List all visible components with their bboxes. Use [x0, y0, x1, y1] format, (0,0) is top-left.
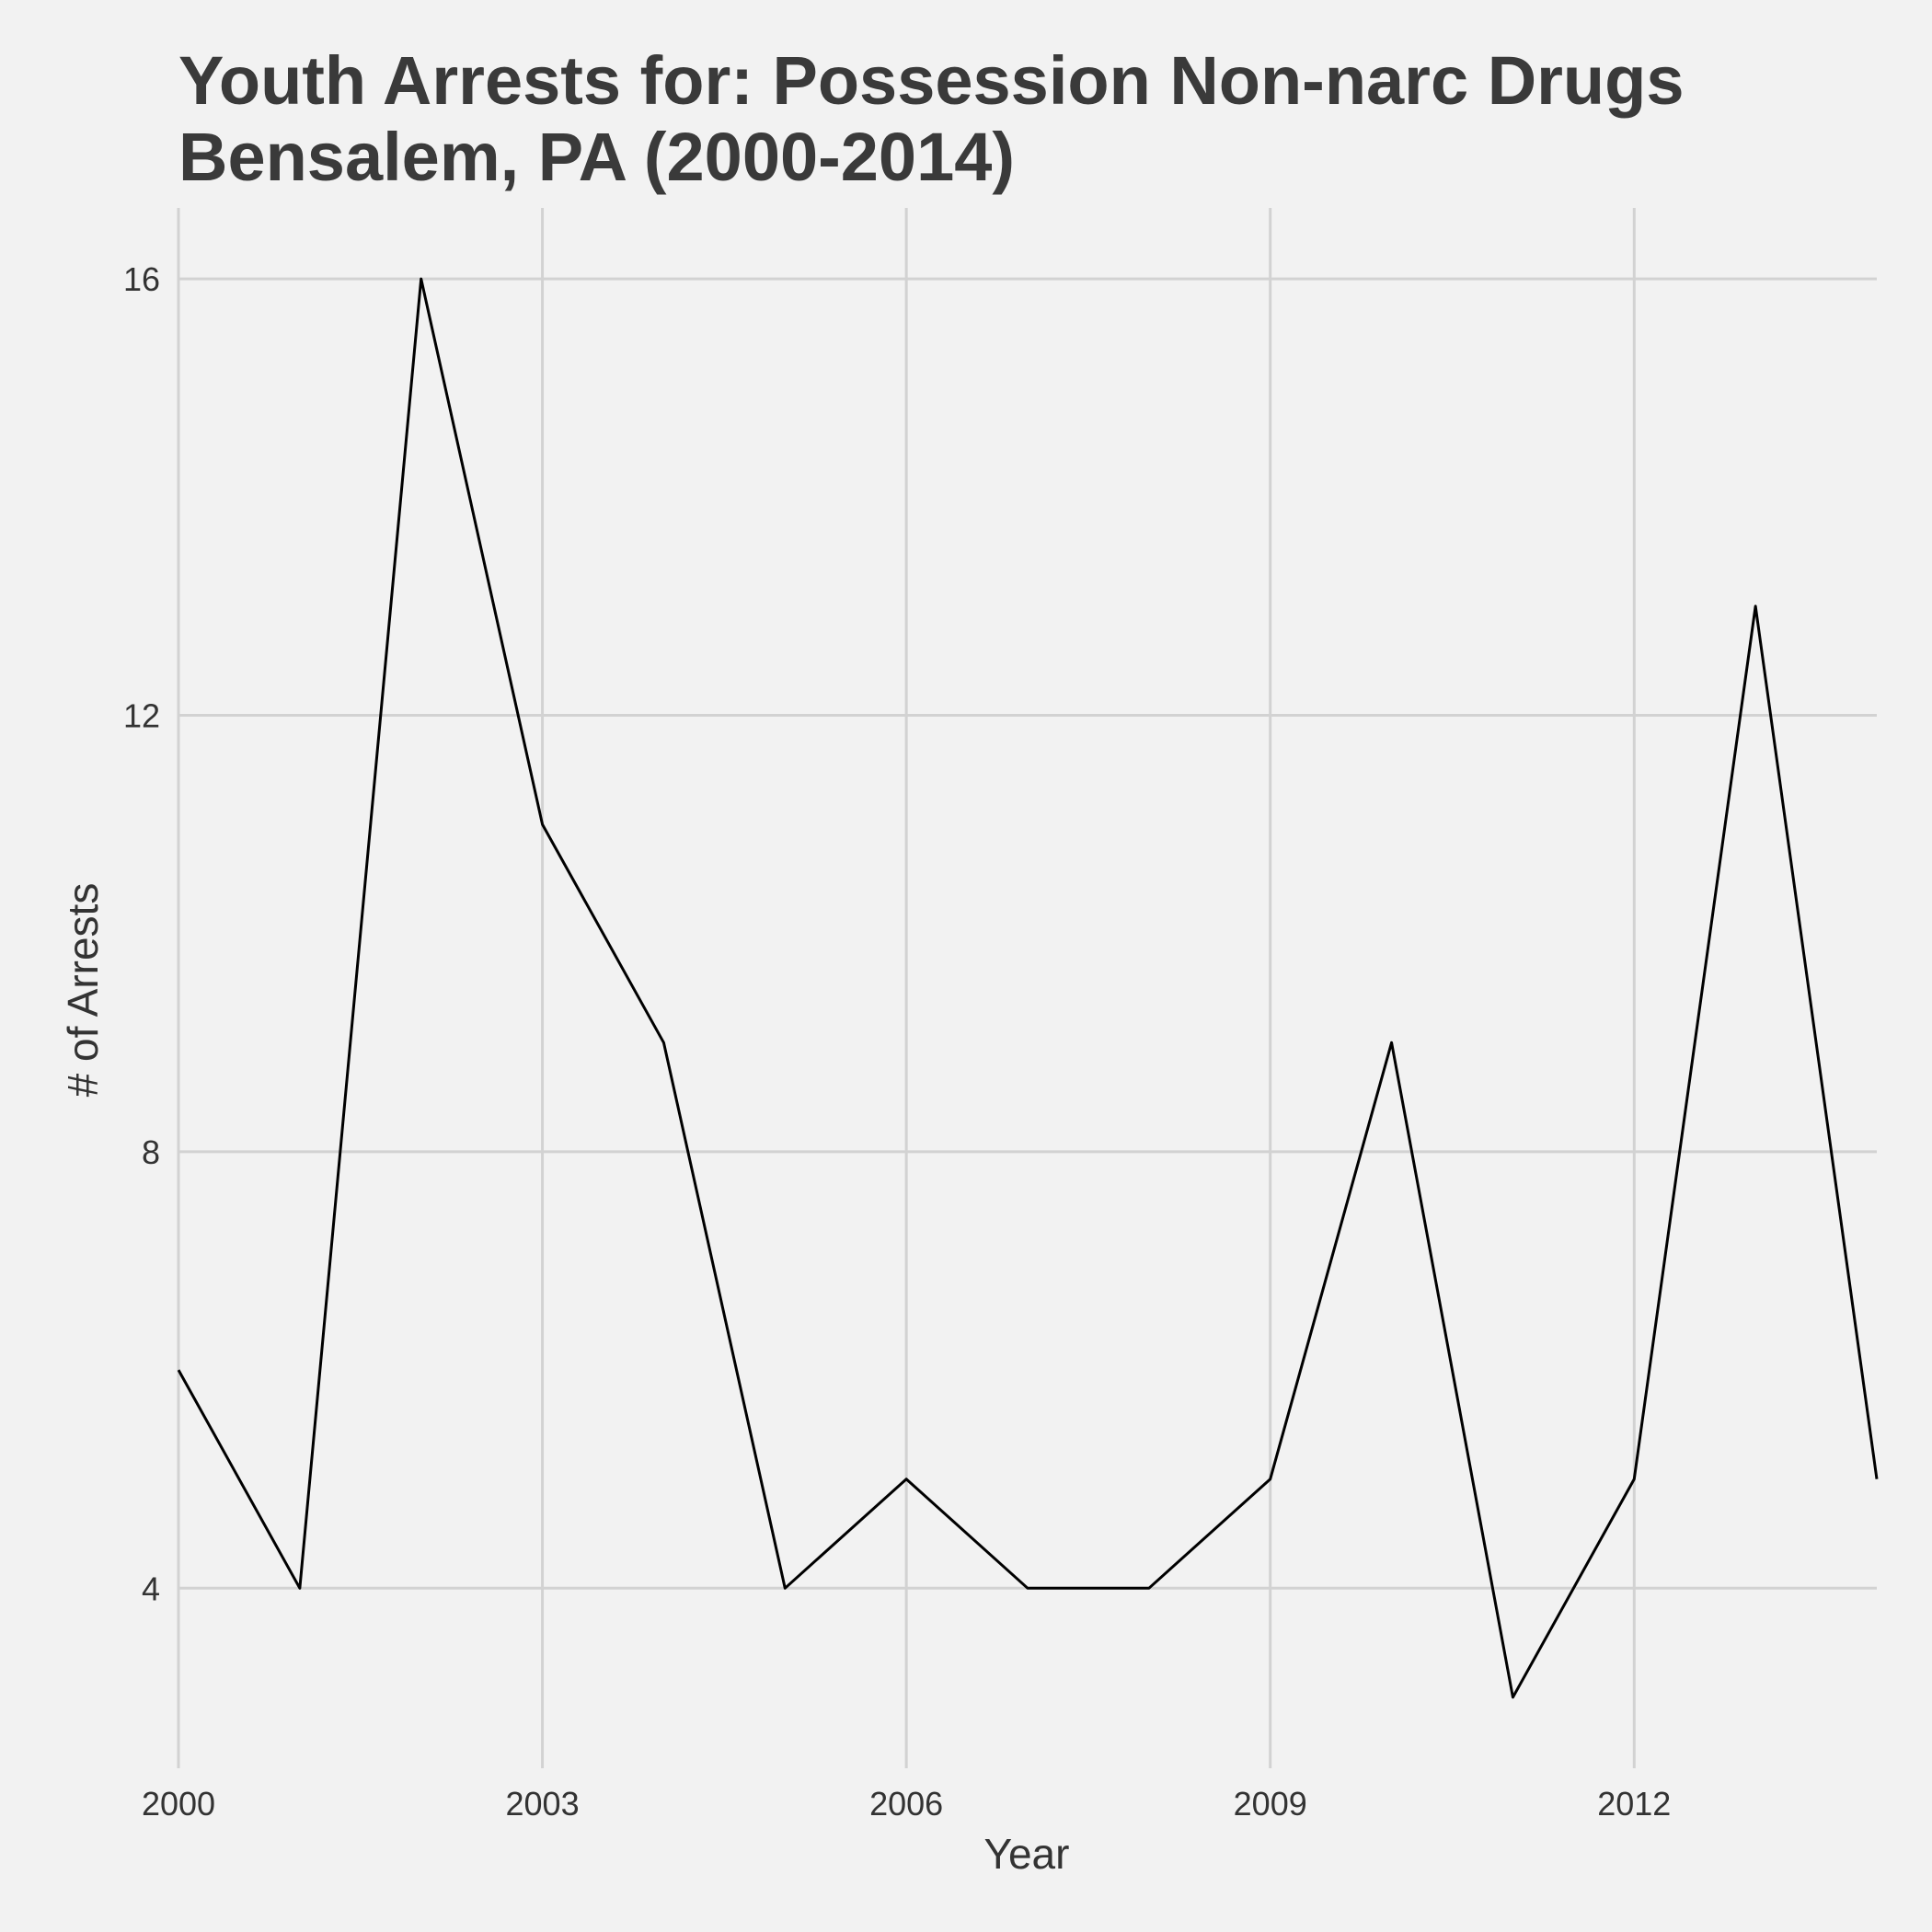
x-tick-label-2009: 2009	[1234, 1785, 1307, 1823]
x-tick-labels: 2000 2003 2006 2009 2012	[142, 1785, 1671, 1823]
x-tick-label-2003: 2003	[506, 1785, 580, 1823]
x-tick-label-2012: 2012	[1597, 1785, 1671, 1823]
series-group	[177, 277, 1879, 1699]
chart-title-line-2: Bensalem, PA (2000-2014)	[178, 119, 1015, 195]
y-tick-label-4: 4	[142, 1570, 160, 1607]
y-axis-title: # of Arrests	[59, 883, 107, 1098]
x-axis-title: Year	[984, 1830, 1070, 1878]
y-tick-label-12: 12	[123, 696, 160, 734]
y-tick-label-16: 16	[123, 260, 160, 298]
y-tick-labels: 4 8 12 16	[123, 260, 160, 1607]
x-tick-label-2006: 2006	[869, 1785, 943, 1823]
x-gridlines	[177, 208, 1636, 1768]
series-line-0	[177, 277, 1879, 1699]
x-tick-label-2000: 2000	[142, 1785, 215, 1823]
chart-title-line-1: Youth Arrests for: Possession Non-narc D…	[178, 42, 1685, 119]
y-tick-label-8: 8	[142, 1133, 160, 1171]
